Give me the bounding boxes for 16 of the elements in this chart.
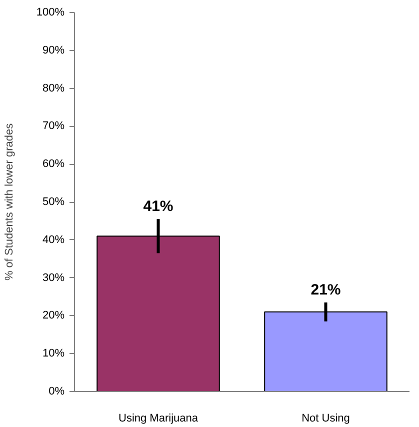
y-tick-label: 50% (42, 196, 65, 208)
y-tick-label: 100% (36, 6, 65, 18)
data-label: 21% (310, 281, 341, 298)
y-tick-label: 10% (42, 348, 65, 360)
y-tick-label: 80% (42, 82, 65, 94)
data-label: 41% (143, 198, 174, 216)
y-tick-label: 90% (42, 44, 65, 56)
y-tick-label: 0% (48, 386, 65, 398)
y-tick-label: 30% (42, 272, 65, 284)
y-axis-title: % of Students with lower grades (3, 122, 16, 281)
y-tick-label: 70% (42, 120, 65, 132)
y-tick-label: 20% (42, 310, 65, 322)
x-tick-label: Not Using (302, 412, 350, 424)
x-tick-label: Using Marijuana (118, 412, 199, 424)
y-tick-label: 60% (42, 158, 65, 170)
y-tick-label: 40% (42, 234, 65, 246)
